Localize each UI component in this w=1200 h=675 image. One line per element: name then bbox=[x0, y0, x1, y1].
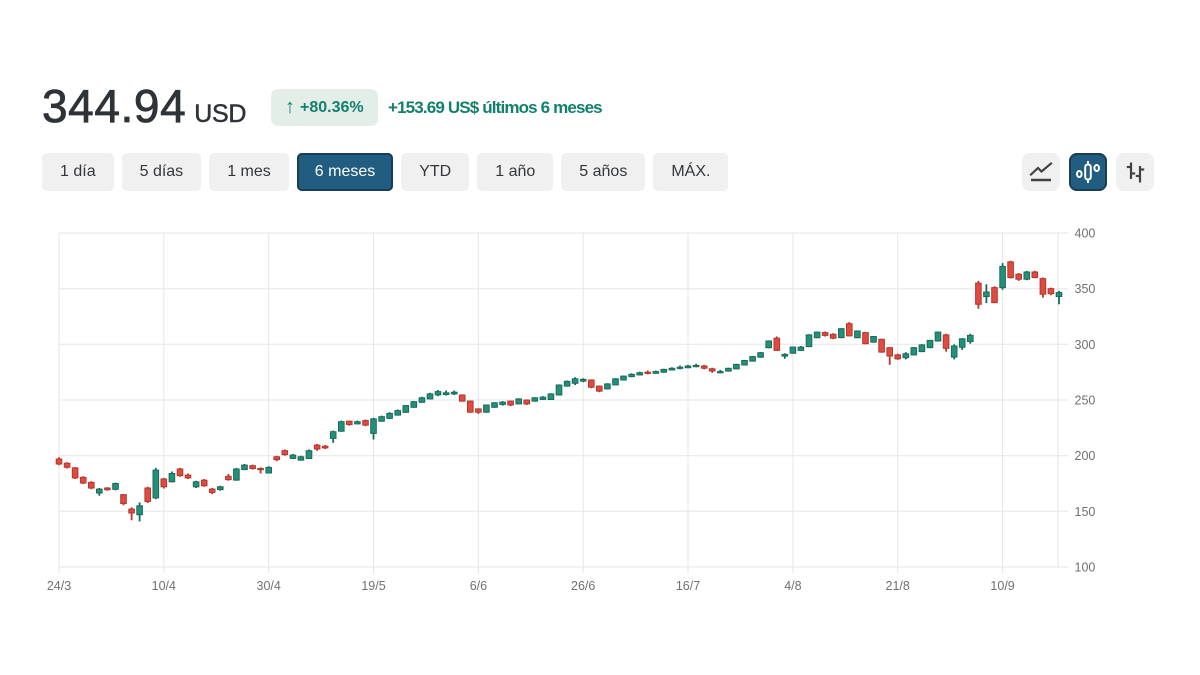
svg-text:21/8: 21/8 bbox=[886, 579, 910, 593]
svg-text:6/6: 6/6 bbox=[470, 579, 487, 593]
svg-text:30/4: 30/4 bbox=[257, 579, 281, 593]
svg-text:10/9: 10/9 bbox=[990, 579, 1014, 593]
svg-text:4/8: 4/8 bbox=[784, 579, 801, 593]
svg-text:350: 350 bbox=[1075, 282, 1096, 296]
svg-text:19/5: 19/5 bbox=[361, 579, 385, 593]
svg-text:200: 200 bbox=[1075, 449, 1096, 463]
svg-text:10/4: 10/4 bbox=[152, 579, 176, 593]
svg-text:26/6: 26/6 bbox=[571, 579, 595, 593]
svg-text:250: 250 bbox=[1075, 394, 1096, 408]
svg-text:24/3: 24/3 bbox=[47, 579, 71, 593]
svg-text:16/7: 16/7 bbox=[676, 579, 700, 593]
svg-text:150: 150 bbox=[1075, 505, 1096, 519]
svg-text:300: 300 bbox=[1075, 338, 1096, 352]
svg-text:100: 100 bbox=[1075, 561, 1096, 575]
svg-text:400: 400 bbox=[1075, 227, 1096, 241]
